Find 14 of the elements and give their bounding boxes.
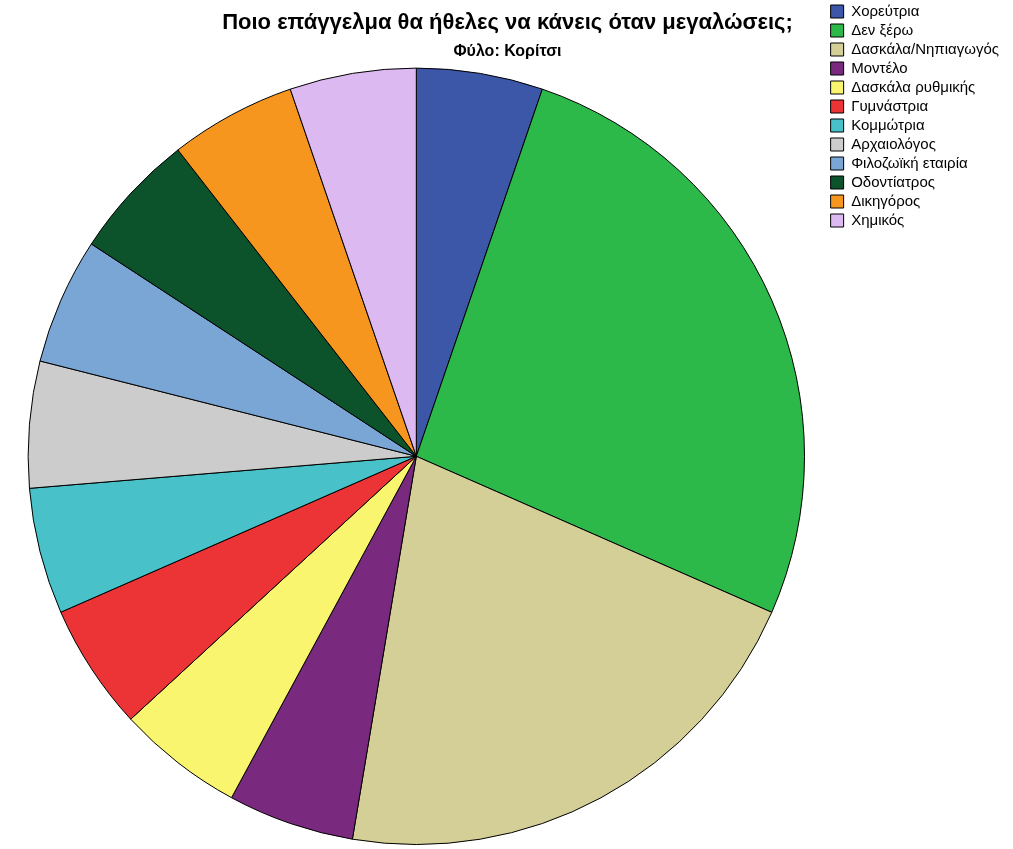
legend-label: Οδοντίατρος — [851, 172, 935, 190]
legend-label: Μοντέλο — [851, 58, 908, 76]
legend-label: Γυμνάστρια — [851, 96, 929, 114]
legend-label: Δασκάλα ρυθμικής — [851, 77, 976, 95]
text: Φύλο: Κορίτσι — [453, 42, 562, 60]
legend-label: Κομμώτρια — [851, 115, 925, 133]
chart-title: Ποιο επάγγελμα θα ήθελες να κάνεις όταν μεγαλώσεις; — [222, 9, 793, 35]
legend-label: Δασκάλα/Νηπιαγωγός — [851, 39, 1000, 57]
legend-label: Δεν ξέρω — [851, 20, 914, 38]
legend-label: Χορεύτρια — [851, 1, 920, 19]
legend-label: Χημικός — [851, 210, 905, 228]
legend-label: Δικηγόρος — [851, 191, 921, 209]
legend-label: Αρχαιολόγος — [851, 134, 936, 152]
legend-label: Φιλοζωϊκή εταιρία — [851, 153, 968, 171]
